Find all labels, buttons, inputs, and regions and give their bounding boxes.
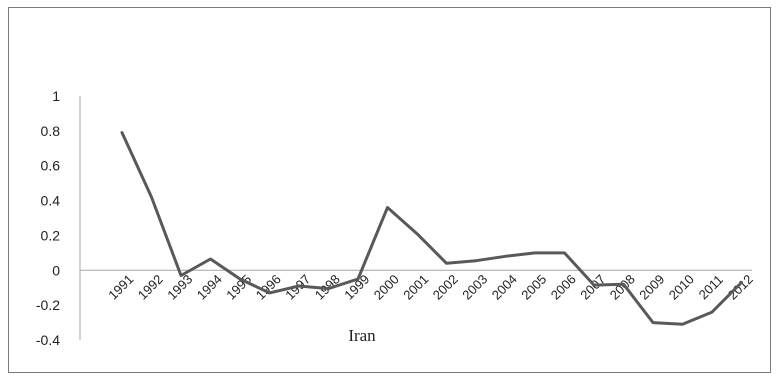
x-tick-label: 2006 xyxy=(548,272,579,303)
x-tick-label: 1994 xyxy=(194,272,225,303)
x-tick-label: 2000 xyxy=(371,272,402,303)
axes xyxy=(79,96,752,340)
series-group xyxy=(120,131,743,326)
y-tick-label: 0.4 xyxy=(41,193,61,209)
x-tick-label: 2011 xyxy=(696,272,726,302)
x-tick-label: 1992 xyxy=(135,272,166,303)
y-tick-label: 1 xyxy=(52,88,60,104)
y-tick-label: -0.2 xyxy=(36,297,60,313)
x-tick-label: 2002 xyxy=(430,272,461,303)
series-line xyxy=(120,131,743,326)
x-tick-label: 2010 xyxy=(666,272,697,303)
x-tick-label: 2007 xyxy=(577,272,608,303)
y-tick-label: -0.4 xyxy=(36,332,60,348)
x-tick-label: 1999 xyxy=(341,272,372,303)
x-axis-label: Iran xyxy=(348,326,376,345)
y-tick-label: 0.2 xyxy=(41,227,61,243)
x-tick-label: 1995 xyxy=(223,272,254,303)
y-tick-label: 0.6 xyxy=(41,158,61,174)
x-tick-labels: 1991199219931994199519961997199819992000… xyxy=(105,272,756,303)
y-tick-label: 0 xyxy=(52,262,60,278)
x-tick-label: 1991 xyxy=(105,272,136,303)
x-tick-label: 2003 xyxy=(459,272,490,303)
x-tick-label: 2012 xyxy=(725,272,756,303)
y-tick-labels: 1 0.8 0.6 0.4 0.2 0 -0.2 -0.4 xyxy=(36,88,60,348)
y-tick-label: 0.8 xyxy=(41,123,61,139)
x-tick-label: 2004 xyxy=(489,272,520,303)
x-tick-label: 2001 xyxy=(400,272,431,303)
x-tick-label: 2005 xyxy=(518,272,549,303)
x-tick-label: 2009 xyxy=(636,272,667,303)
